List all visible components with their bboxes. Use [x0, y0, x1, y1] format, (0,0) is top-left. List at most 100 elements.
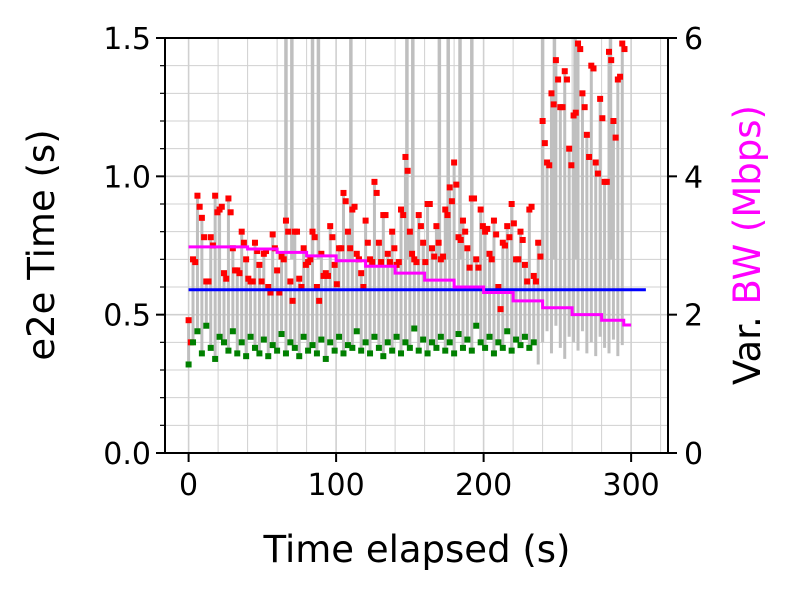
axes: 0 100 200 300 0.0 0.5 1.0 1.5 0 2 4 6: [103, 22, 703, 503]
green-point: [198, 350, 205, 357]
red-point: [566, 145, 573, 152]
red-point: [535, 239, 542, 246]
red-point: [263, 248, 270, 255]
red-point: [493, 231, 500, 238]
green-point: [344, 342, 351, 349]
red-point: [240, 239, 247, 246]
red-point: [324, 272, 331, 279]
red-point: [548, 90, 555, 97]
red-point: [586, 153, 593, 160]
red-point: [568, 162, 575, 169]
green-point: [322, 355, 329, 362]
green-point: [358, 347, 365, 354]
red-point: [539, 118, 546, 124]
green-point: [420, 336, 427, 343]
left-y-tick-label: 1.5: [103, 22, 151, 57]
green-point: [274, 347, 281, 354]
green-point: [415, 347, 422, 354]
red-point: [227, 209, 234, 216]
green-point: [375, 344, 382, 351]
red-point: [528, 203, 535, 210]
red-point: [524, 278, 531, 285]
left-y-axis-title: e2e Time (s): [20, 129, 63, 360]
red-point: [488, 256, 495, 263]
green-point: [336, 333, 343, 340]
green-point: [291, 344, 298, 351]
red-point: [433, 223, 440, 230]
green-point: [442, 347, 449, 354]
green-point: [247, 333, 254, 340]
red-point: [444, 212, 451, 219]
red-point: [479, 223, 486, 230]
green-point: [428, 339, 435, 346]
red-point: [258, 278, 265, 285]
red-point: [612, 134, 619, 141]
red-point: [477, 206, 484, 213]
right-y-axis-title: Var. BW (Mbps): [726, 105, 769, 385]
left-y-tick-label: 0.5: [103, 299, 151, 334]
green-point: [398, 350, 405, 357]
red-point: [382, 212, 389, 219]
red-point: [559, 104, 566, 111]
red-point: [212, 192, 219, 199]
red-point: [221, 270, 228, 277]
red-point: [608, 57, 615, 64]
green-point: [473, 322, 480, 329]
red-point: [398, 206, 405, 213]
red-point: [360, 284, 367, 290]
right-y-tick-label: 2: [684, 299, 703, 334]
green-point: [309, 342, 316, 349]
red-point: [313, 284, 320, 290]
red-point: [384, 250, 391, 257]
green-point: [451, 350, 458, 357]
green-point: [318, 336, 325, 343]
red-point: [353, 250, 360, 257]
red-point: [369, 259, 376, 266]
red-point: [541, 140, 548, 147]
red-point: [409, 250, 416, 257]
green-point: [459, 344, 466, 351]
red-point: [448, 198, 455, 205]
red-point: [428, 245, 435, 252]
red-point: [331, 261, 338, 268]
red-point: [373, 189, 380, 196]
green-point: [411, 325, 418, 332]
red-point: [267, 289, 274, 296]
red-point: [254, 248, 261, 255]
green-point: [406, 344, 413, 351]
red-point: [351, 203, 358, 210]
red-point: [198, 214, 205, 221]
green-point: [251, 344, 258, 351]
green-point: [349, 344, 356, 351]
green-point: [464, 336, 471, 343]
green-point: [380, 353, 387, 360]
green-point: [486, 333, 493, 340]
red-point: [426, 201, 433, 207]
red-point: [201, 234, 208, 241]
x-axis-title: Time elapsed (s): [263, 528, 571, 571]
green-point: [482, 344, 489, 351]
red-point: [417, 223, 424, 230]
green-point: [300, 333, 307, 340]
green-point: [490, 350, 497, 357]
green-point: [367, 350, 374, 357]
red-point: [269, 231, 276, 238]
red-point: [413, 259, 420, 266]
green-point: [269, 342, 276, 349]
red-point: [420, 239, 427, 246]
red-point: [561, 68, 568, 75]
green-point: [265, 353, 272, 360]
green-point: [296, 353, 303, 360]
green-point: [243, 353, 250, 360]
red-point: [243, 256, 250, 263]
red-point: [462, 228, 469, 235]
green-point: [402, 339, 409, 346]
red-point: [249, 278, 256, 285]
green-point: [340, 350, 347, 357]
red-point: [506, 234, 513, 241]
red-point: [309, 228, 316, 235]
green-point: [238, 339, 245, 346]
green-point: [207, 344, 214, 351]
red-point: [466, 264, 473, 271]
x-tick-label: 100: [307, 468, 364, 503]
